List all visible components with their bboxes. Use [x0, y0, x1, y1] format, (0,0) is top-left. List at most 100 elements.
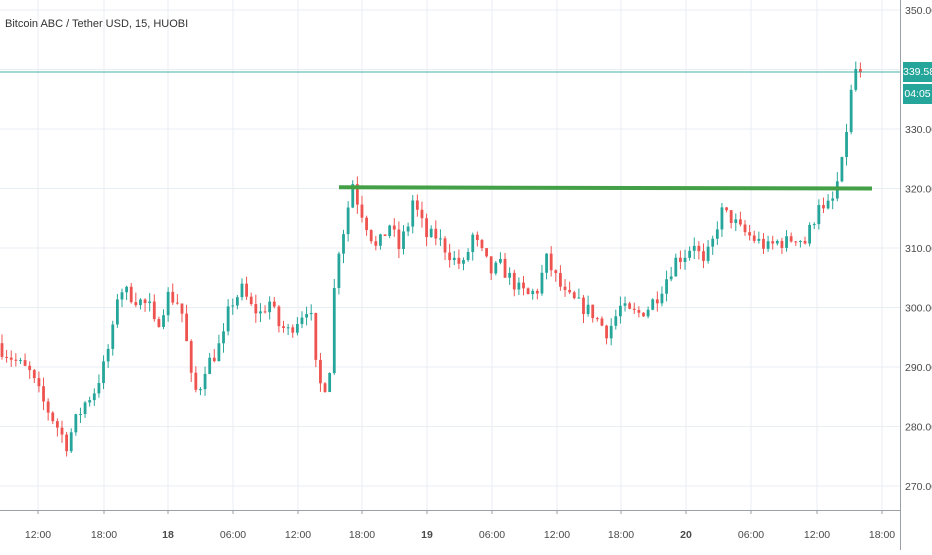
candle-body: [665, 279, 668, 294]
candle-body: [0, 343, 4, 357]
candle-body: [480, 240, 484, 249]
candle-body: [46, 401, 50, 413]
candle-body: [642, 312, 645, 317]
candle-body: [162, 315, 165, 327]
candle-body: [688, 250, 692, 258]
candle-body: [443, 238, 447, 253]
candle-body: [669, 276, 673, 280]
candle-body: [614, 316, 618, 326]
candle-body: [402, 231, 405, 249]
candle-body: [254, 304, 258, 314]
candle-body: [609, 325, 613, 339]
x-tick-label: 06:00: [220, 529, 246, 541]
trendline[interactable]: [338, 185, 873, 191]
candle-body: [337, 253, 341, 289]
candle-body: [794, 241, 798, 243]
candle-body: [319, 359, 322, 384]
candle-body: [582, 297, 585, 315]
candle-body: [489, 256, 493, 274]
candle-body: [272, 301, 276, 307]
candle-body: [203, 373, 207, 390]
candle-body: [715, 229, 719, 239]
candle-body: [19, 360, 22, 362]
y-tick-label: 320.00: [905, 184, 932, 196]
candle-body: [328, 373, 332, 393]
axis-labels: 270.00 280.00 290.00 300.00 310.00 320.00 330.…: [25, 5, 932, 541]
overlays: [0, 71, 900, 191]
candle-body: [766, 241, 770, 249]
candle-body: [314, 312, 318, 360]
candle-body: [605, 325, 608, 339]
candle-body: [152, 301, 156, 320]
candle-body: [475, 234, 479, 241]
candle-body: [309, 312, 313, 315]
y-tick-label: 350.00: [905, 5, 932, 17]
grid: [0, 0, 900, 510]
candle-body: [429, 228, 433, 238]
candle-body: [102, 361, 105, 384]
candle-body: [37, 378, 41, 387]
candle-body: [568, 289, 572, 293]
candle-body: [291, 327, 295, 333]
candle-body: [517, 282, 521, 290]
candle-body: [692, 245, 696, 251]
candle-body: [28, 365, 32, 371]
candle-body: [415, 200, 419, 210]
candle-body: [300, 317, 304, 324]
candle-body: [157, 319, 161, 327]
candle-body: [175, 302, 179, 304]
candle-body: [623, 303, 627, 306]
candle-body: [646, 309, 650, 317]
candle-body: [591, 304, 595, 319]
candle-body: [74, 414, 78, 433]
candle-body: [143, 299, 147, 304]
candle-body: [189, 341, 193, 373]
candle-body: [323, 383, 327, 393]
candle-body: [282, 326, 285, 328]
x-tick-label: 18:00: [91, 529, 117, 541]
candle-body: [512, 272, 516, 290]
candle-body: [858, 68, 862, 72]
candle-body: [425, 218, 428, 238]
candle-body: [92, 393, 96, 401]
x-tick-label: 20: [680, 529, 692, 541]
candle-body: [240, 283, 244, 298]
x-tick-label: 12:00: [804, 529, 830, 541]
candle-body: [217, 343, 221, 362]
candle-body: [757, 238, 761, 241]
candle-body: [23, 360, 27, 366]
candle-body: [374, 241, 378, 246]
candle-body: [268, 301, 272, 313]
candle-body: [392, 225, 396, 230]
candle-body: [739, 219, 742, 225]
last-price-label: 339.58: [903, 62, 932, 82]
candle-body: [79, 414, 82, 416]
candle-body: [277, 306, 281, 327]
candle-body: [508, 272, 512, 278]
candle-body: [295, 323, 299, 333]
x-tick-label: 18:00: [608, 529, 634, 541]
candle-body: [166, 291, 170, 316]
candle-body: [439, 238, 442, 240]
candle-body: [69, 432, 73, 452]
candle-body: [762, 238, 765, 249]
candle-body: [775, 240, 779, 244]
x-tick-label: 06:00: [738, 529, 764, 541]
candle-body: [466, 251, 470, 261]
candle-body: [600, 318, 604, 326]
candle-body: [83, 402, 87, 415]
candle-body: [369, 230, 373, 242]
candle-body: [632, 308, 636, 310]
candle-body: [586, 304, 590, 315]
candle-body: [115, 299, 119, 325]
candle-body: [577, 297, 581, 299]
candle-body: [125, 286, 129, 293]
candle-body: [720, 207, 724, 230]
candle-body: [111, 324, 115, 349]
candle-body: [397, 229, 401, 249]
candle-body: [351, 184, 355, 208]
candle-body: [771, 241, 775, 244]
candle-body: [531, 290, 535, 295]
candle-body: [97, 383, 101, 394]
